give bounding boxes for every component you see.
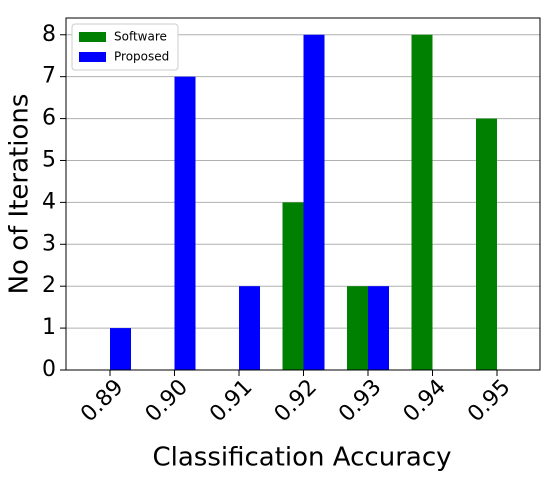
bar <box>411 34 433 371</box>
x-tick-label: 0.89 <box>76 375 128 427</box>
y-tick-label: 0 <box>42 357 56 382</box>
y-tick-label: 5 <box>42 147 56 172</box>
x-tick-label: 0.95 <box>463 375 515 427</box>
y-tick-label: 6 <box>42 106 56 131</box>
x-tick-label: 0.93 <box>334 375 386 427</box>
y-axis-label: No of Iterations <box>5 94 35 295</box>
x-tick-label: 0.91 <box>205 375 257 427</box>
legend-label: Proposed <box>114 50 169 64</box>
y-tick-label: 8 <box>42 22 56 47</box>
bar <box>347 286 368 370</box>
y-tick-label: 7 <box>42 64 56 89</box>
y-tick-label: 4 <box>42 189 56 214</box>
legend-swatch <box>79 32 106 42</box>
bar <box>303 34 325 371</box>
legend-swatch <box>79 52 106 62</box>
bar <box>368 286 389 370</box>
bar <box>476 118 497 370</box>
bar <box>174 76 196 371</box>
bar <box>239 286 260 370</box>
bar <box>110 328 131 370</box>
y-tick-label: 3 <box>42 231 56 256</box>
legend-label: Software <box>114 30 167 44</box>
x-tick-label: 0.94 <box>399 375 451 427</box>
x-tick-label: 0.90 <box>141 375 193 427</box>
y-tick-label: 2 <box>42 273 56 298</box>
bar <box>282 202 304 370</box>
x-tick-label: 0.92 <box>270 375 322 427</box>
plot-frame <box>65 17 541 371</box>
y-tick-label: 1 <box>42 315 56 340</box>
x-axis-label: Classification Accuracy <box>153 443 452 473</box>
